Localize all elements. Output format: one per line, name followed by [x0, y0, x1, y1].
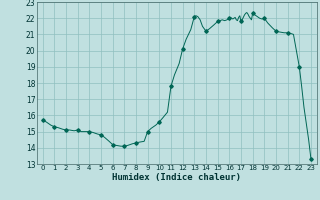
X-axis label: Humidex (Indice chaleur): Humidex (Indice chaleur)	[112, 173, 241, 182]
